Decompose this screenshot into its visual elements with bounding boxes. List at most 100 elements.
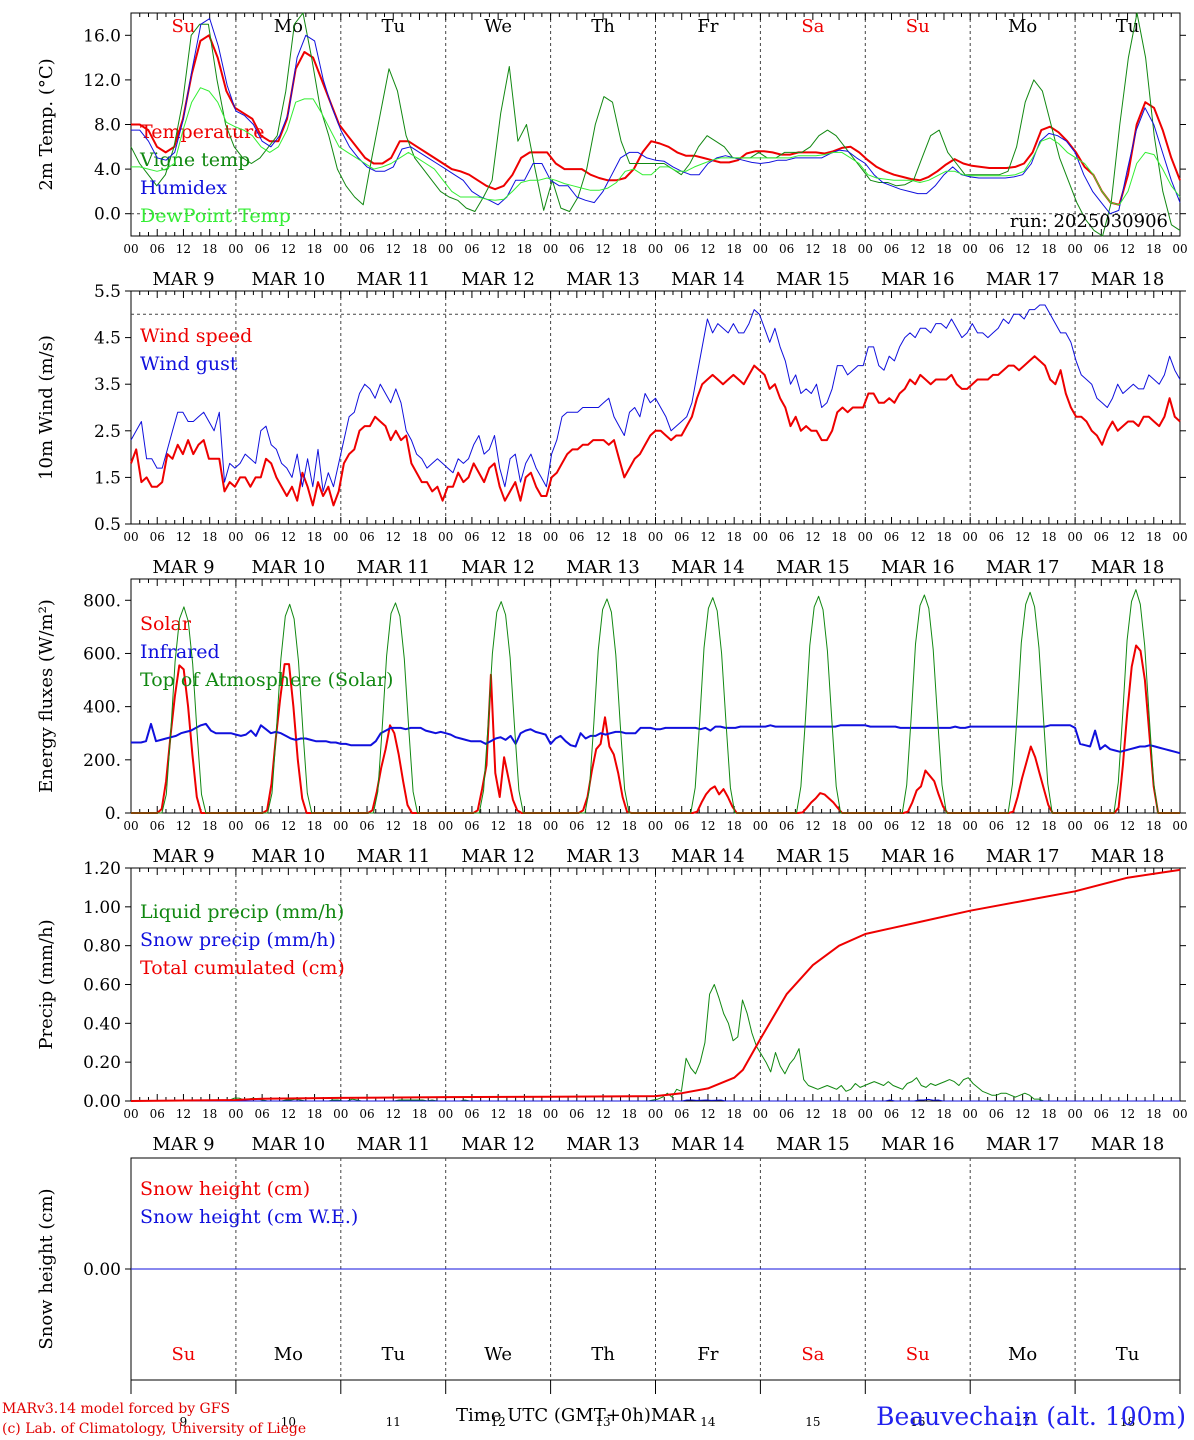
- hour-tick-label: 06: [569, 242, 584, 256]
- hour-tick-label: 00: [858, 1107, 873, 1121]
- hour-tick-label: 12: [491, 1107, 506, 1121]
- weekday-label: Tu: [1116, 1344, 1140, 1365]
- day-label: MAR 14: [671, 269, 745, 290]
- legend-entry: Snow precip (mm/h): [140, 929, 336, 951]
- hour-tick-label: 18: [412, 1107, 427, 1121]
- hour-tick-label: 12: [595, 242, 610, 256]
- y-tick-label: 400.: [83, 698, 121, 718]
- hour-tick-label: 00: [963, 530, 978, 544]
- series-line-humidex: [131, 18, 1181, 215]
- hour-tick-label: 00: [963, 242, 978, 256]
- hour-tick-label: 00: [648, 819, 663, 833]
- day-label: MAR 18: [1091, 557, 1165, 578]
- hour-tick-label: 12: [176, 530, 191, 544]
- model-credit: MARv3.14 model forced by GFS: [2, 1401, 231, 1417]
- y-axis-title: Energy fluxes (W/m²): [36, 599, 57, 793]
- hour-tick-label: 00: [123, 530, 138, 544]
- day-label: MAR 10: [252, 269, 326, 290]
- hour-tick-label: 18: [202, 819, 217, 833]
- day-label: MAR 12: [461, 557, 535, 578]
- hour-tick-label: 18: [517, 1107, 532, 1121]
- hour-tick-label: 00: [753, 819, 768, 833]
- hour-tick-label: 12: [700, 1107, 715, 1121]
- hour-tick-label: 00: [753, 530, 768, 544]
- hour-tick-label: 12: [1015, 530, 1030, 544]
- y-tick-label: 2.5: [94, 422, 121, 442]
- hour-tick-label: 18: [727, 530, 742, 544]
- hour-tick-label: 06: [464, 530, 479, 544]
- y-tick-label: 12.0: [83, 71, 121, 91]
- hour-tick-label: 06: [674, 1107, 689, 1121]
- legend-entry: Wind gust: [140, 353, 238, 375]
- hour-tick-label: 00: [333, 819, 348, 833]
- y-tick-label: 0.: [105, 804, 121, 824]
- hour-tick-label: 18: [1146, 1107, 1161, 1121]
- hour-tick-label: 06: [464, 242, 479, 256]
- hour-tick-label: 18: [936, 819, 951, 833]
- series-line-temperature: [131, 34, 1181, 206]
- hour-tick-label: 06: [464, 1107, 479, 1121]
- hour-tick-label: 00: [648, 1107, 663, 1121]
- day-label: MAR 16: [881, 269, 955, 290]
- day-label: MAR 16: [881, 846, 955, 867]
- hour-tick-label: 06: [254, 1107, 269, 1121]
- hour-tick-label: 00: [228, 530, 243, 544]
- hour-tick-label: 18: [622, 1107, 637, 1121]
- hour-tick-label: 06: [569, 1107, 584, 1121]
- hour-tick-label: 12: [281, 819, 296, 833]
- hour-tick-label: 18: [1041, 1107, 1056, 1121]
- hour-tick-label: 12: [700, 242, 715, 256]
- series-line-infrared: [131, 722, 1181, 755]
- hour-tick-label: 12: [386, 242, 401, 256]
- day-label: MAR 13: [566, 269, 640, 290]
- series-line-dewpoint-temp: [131, 87, 1181, 206]
- weekday-label: Su: [171, 1344, 195, 1365]
- legend-entry: Solar: [140, 613, 192, 635]
- y-tick-label: 1.20: [83, 859, 121, 879]
- hour-tick-label: 00: [438, 530, 453, 544]
- hour-tick-label: 12: [910, 242, 925, 256]
- hour-tick-label: 06: [150, 819, 165, 833]
- hour-tick-label: 18: [831, 242, 846, 256]
- hour-tick-label: 18: [936, 1107, 951, 1121]
- hour-tick-label: 12: [1015, 1107, 1030, 1121]
- hour-tick-label: 00: [228, 819, 243, 833]
- hour-tick-label: 12: [595, 1107, 610, 1121]
- hour-tick-label: 12: [1015, 242, 1030, 256]
- panel-5: 9 10 11 12 13 14 15 16 17 18 Su Mo Tu We Th Fr Sa Su Mo Tu 0…: [36, 1157, 1186, 1429]
- day-number-label: 14: [700, 1415, 716, 1429]
- day-label: MAR 9: [152, 269, 214, 290]
- station-label: Beauvechain (alt. 100m): [876, 1402, 1186, 1431]
- legend-entry: Temperature: [140, 121, 264, 143]
- hour-tick-label: 12: [176, 1107, 191, 1121]
- hour-tick-label: 06: [779, 242, 794, 256]
- series-line-wind-gust: [130, 304, 1181, 492]
- y-axis-title: 2m Temp. (°C): [36, 58, 57, 190]
- y-axis-title: 10m Wind (m/s): [36, 335, 57, 480]
- hour-tick-label: 00: [333, 242, 348, 256]
- day-label: MAR 17: [986, 1134, 1060, 1155]
- weekday-label: Th: [591, 16, 615, 37]
- hour-tick-label: 06: [674, 242, 689, 256]
- run-label: run: 2025030906: [1010, 211, 1168, 232]
- hour-tick-label: 12: [1015, 819, 1030, 833]
- day-label: MAR 15: [776, 269, 850, 290]
- legend-entry: Humidex: [140, 177, 227, 199]
- y-tick-label: 3.5: [94, 375, 121, 395]
- hour-tick-label: 18: [307, 819, 322, 833]
- day-label: MAR 12: [461, 269, 535, 290]
- panel-3: 00 06 12 18 MAR 9 00 06 12 18 MAR 10 00 06 12 18 MAR 1…: [36, 578, 1188, 867]
- hour-tick-label: 00: [438, 1107, 453, 1121]
- day-label: MAR 9: [152, 557, 214, 578]
- legend-entry: Liquid precip (mm/h): [140, 901, 344, 923]
- hour-tick-label: 06: [569, 530, 584, 544]
- hour-tick-label: 12: [386, 530, 401, 544]
- day-label: MAR 13: [566, 1134, 640, 1155]
- hour-tick-label: 18: [202, 242, 217, 256]
- hour-tick-label: 00: [228, 242, 243, 256]
- hour-tick-label: 18: [727, 1107, 742, 1121]
- hour-tick-label: 00: [963, 1107, 978, 1121]
- hour-tick-label: 06: [779, 1107, 794, 1121]
- hour-tick-label: 06: [779, 819, 794, 833]
- legend-entry: Total cumulated (cm): [140, 957, 345, 979]
